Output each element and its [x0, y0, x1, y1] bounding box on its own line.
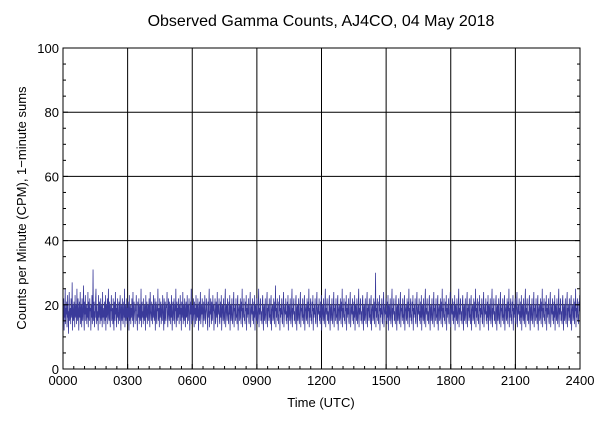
- x-axis-label: Time (UTC): [287, 395, 354, 410]
- x-axis-ticks: 0000 0300 0600 0900 1200 1500 1800 2100 2400: [49, 364, 595, 388]
- x-tick-label: 0900: [242, 373, 271, 388]
- series-layer: [62, 269, 581, 334]
- y-tick-label: 60: [45, 169, 59, 184]
- x-tick-label: 0000: [49, 373, 78, 388]
- x-tick-label: 1500: [372, 373, 401, 388]
- x-tick-label: 0300: [113, 373, 142, 388]
- y-tick-label: 0: [52, 362, 59, 377]
- series-line: [62, 269, 581, 334]
- y-tick-label: 20: [45, 298, 59, 313]
- y-tick-label: 100: [37, 41, 59, 56]
- x-tick-label: 0600: [178, 373, 207, 388]
- x-tick-label: 1200: [307, 373, 336, 388]
- y-axis-ticks: 0 20 40 60 80 100: [37, 41, 580, 377]
- chart-title: Observed Gamma Counts, AJ4CO, 04 May 201…: [148, 13, 495, 30]
- x-tick-label: 2100: [501, 373, 530, 388]
- x-tick-label: 2400: [566, 373, 595, 388]
- y-tick-label: 80: [45, 105, 59, 120]
- y-axis-label: Counts per Minute (CPM), 1−minute sums: [14, 86, 29, 330]
- x-tick-label: 1800: [436, 373, 465, 388]
- y-tick-label: 40: [45, 234, 59, 249]
- grid-lines: [63, 48, 580, 369]
